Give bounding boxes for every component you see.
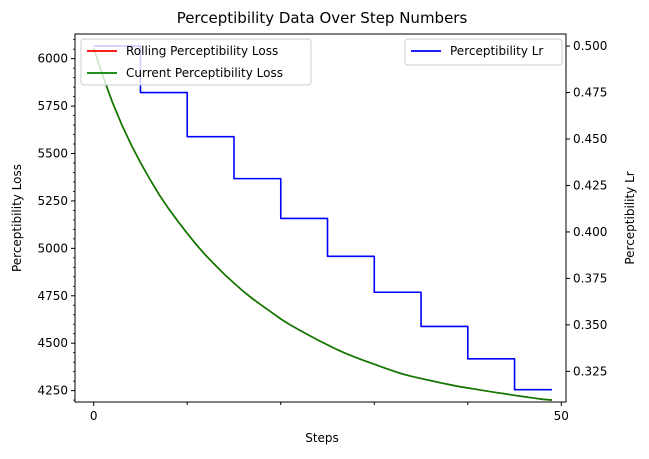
y-axis-right-label: Perceptibility Lr [623, 171, 637, 264]
y-left-tick-label: 5500 [37, 147, 68, 161]
y-left-tick-label: 4250 [37, 384, 68, 398]
x-tick-label: 50 [554, 409, 569, 423]
y-right-tick-label: 0.400 [573, 225, 607, 239]
legend-label-2: Perceptibility Lr [450, 44, 543, 58]
legend-right: Perceptibility Lr [404, 38, 563, 66]
plot-frame [74, 33, 567, 403]
y-left-tick-label: 6000 [37, 52, 68, 66]
y-right-tick-label: 0.375 [573, 271, 607, 285]
y-right-tick-label: 0.325 [573, 364, 607, 378]
chart-title: Perceptibility Data Over Step Numbers [177, 9, 468, 27]
y-right-tick-label: 0.450 [573, 132, 607, 146]
x-tick-label: 0 [90, 409, 98, 423]
y-axis-left-label: Perceptibility Loss [10, 164, 24, 272]
legend-label-0: Rolling Perceptibility Loss [126, 44, 278, 58]
legend-left: Rolling Perceptibility Loss Current Perce… [80, 38, 312, 86]
x-axis-label: Steps [305, 431, 339, 445]
plot-area: 0 50 4250 4500 4750 5000 5250 5500 5750 6000 0.325… [37, 33, 607, 423]
y-right-tick-label: 0.475 [573, 86, 607, 100]
series-line-2 [93, 45, 552, 391]
y-right-tick-label: 0.425 [573, 178, 607, 192]
y-left-tick-label: 5000 [37, 241, 68, 255]
y-right-tick-label: 0.350 [573, 318, 607, 332]
y-left-tick-label: 4750 [37, 289, 68, 303]
legend-label-1: Current Perceptibility Loss [126, 66, 283, 80]
y-left-tick-label: 5750 [37, 99, 68, 113]
legend-left-box [80, 38, 312, 86]
legend-right-box [404, 38, 563, 66]
series-line-1 [92, 47, 553, 401]
y-right-tick-label: 0.500 [573, 39, 607, 53]
y-left-tick-label: 4500 [37, 336, 68, 350]
y-left-tick-label: 5250 [37, 194, 68, 208]
